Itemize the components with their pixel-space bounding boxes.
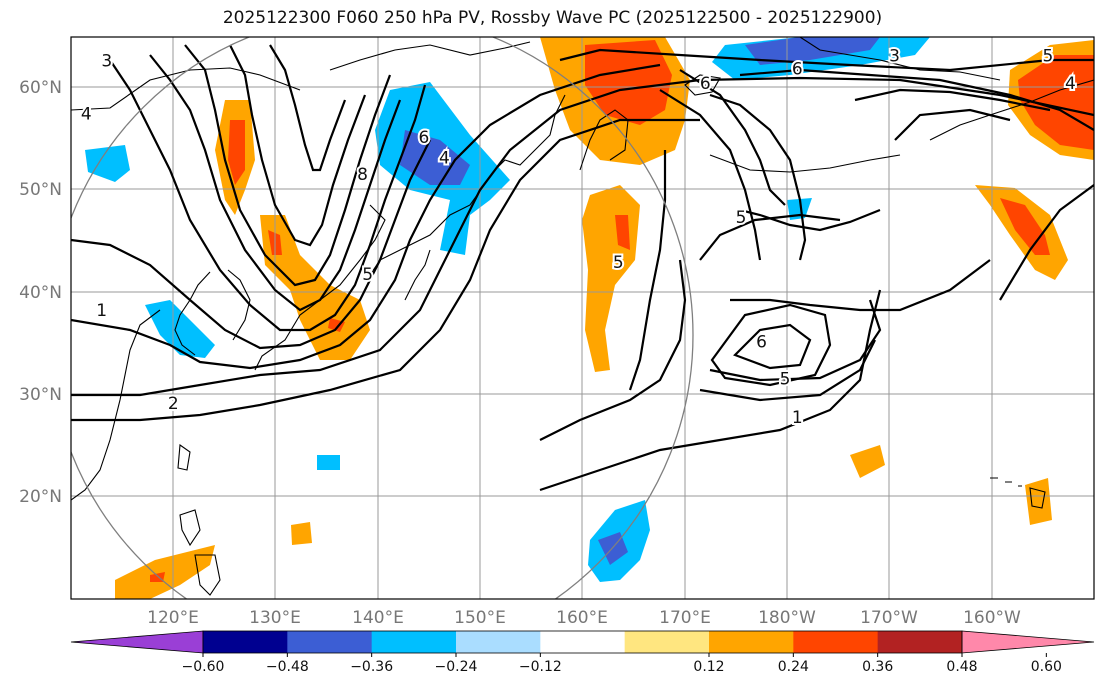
lat-axis: 60°N 50°N 40°N 30°N 20°N <box>19 78 62 507</box>
colorbar-tick-label: −0.24 <box>435 659 478 675</box>
colorbar-tick-label: 0.48 <box>946 659 977 675</box>
pv-positive-anomaly <box>228 120 245 185</box>
colorbar-tick-label: −0.12 <box>519 659 562 675</box>
colorbar-tick-label: 0.24 <box>778 659 809 675</box>
contour-label: 1 <box>96 301 107 321</box>
lon-tick-label: 130°E <box>249 608 301 628</box>
pv-negative-anomaly <box>745 37 880 65</box>
pv-negative-anomaly <box>598 532 628 565</box>
colorbar-segment <box>793 631 879 653</box>
lon-tick-label: 160°W <box>963 608 1021 628</box>
colorbar-segment <box>371 631 457 653</box>
contour-label: 1 <box>792 408 803 428</box>
lon-tick-label: 140°E <box>352 608 404 628</box>
contour-label: 5 <box>780 369 791 389</box>
pc-contours <box>71 44 1094 492</box>
lat-tick-label: 60°N <box>19 78 62 98</box>
colorbar-segment <box>203 631 288 653</box>
contour-label: 5 <box>362 265 373 285</box>
pv-negative-anomaly <box>85 145 130 182</box>
contour-label: 3 <box>889 46 900 66</box>
map-frame <box>70 36 1095 600</box>
pv-negative-anomaly <box>787 198 812 220</box>
lon-tick-label: 150°E <box>454 608 506 628</box>
pv-positive-anomaly <box>1025 478 1052 525</box>
contour-label: 6 <box>700 74 711 94</box>
pv-positive-anomaly <box>585 40 672 125</box>
colorbar: −0.60 −0.48 −0.36 −0.24 −0.12 0.12 0.24 0.36 0.4… <box>70 630 1095 675</box>
pv-positive-anomaly <box>291 522 312 545</box>
colorbar-segment <box>624 631 710 653</box>
colorbar-segment <box>540 631 626 653</box>
contour-label: 2 <box>168 394 179 414</box>
lon-axis: 120°E 130°E 140°E 150°E 160°E 170°E 180°… <box>147 608 1021 628</box>
contour-label: 4 <box>439 149 450 169</box>
contour-label: 5 <box>1043 46 1054 66</box>
colorbar-extend-max <box>961 630 1095 654</box>
pv-positive-anomaly <box>615 215 630 250</box>
colorbar-tick-label: −0.60 <box>182 659 225 675</box>
colorbar-extend-min <box>70 630 204 654</box>
colorbar-tick-label: 0.12 <box>693 659 724 675</box>
pv-negative-anomaly <box>400 130 470 185</box>
lon-tick-label: 170°E <box>659 608 711 628</box>
colorbar-segment <box>456 631 541 653</box>
graticule <box>71 37 1094 599</box>
contour-label: 8 <box>357 165 368 185</box>
contour-label: 6 <box>756 333 767 353</box>
contour-label: 4 <box>1065 74 1076 94</box>
colorbar-tick-label: 0.60 <box>1031 659 1062 675</box>
great-circle <box>71 37 694 599</box>
pv-positive-anomaly <box>1018 55 1094 150</box>
pv-positive-anomaly <box>850 445 885 478</box>
contour-label: 5 <box>736 208 747 228</box>
lon-tick-label: 120°E <box>147 608 199 628</box>
lat-tick-label: 40°N <box>19 283 62 303</box>
colorbar-tick-label: 0.36 <box>862 659 893 675</box>
lon-tick-label: 160°E <box>556 608 608 628</box>
colorbar-segment <box>709 631 794 653</box>
contour-label: 6 <box>419 128 430 148</box>
colorbar-segment <box>287 631 373 653</box>
contour-label: 6 <box>792 60 803 80</box>
contour-label: 5 <box>613 253 624 273</box>
colorbar-tick-label: −0.36 <box>350 659 393 675</box>
lat-tick-label: 30°N <box>19 385 62 405</box>
colorbar-frame <box>202 630 963 654</box>
chart-title: 2025122300 F060 250 hPa PV, Rossby Wave … <box>222 8 883 28</box>
contour-label: 3 <box>101 52 112 72</box>
lon-tick-label: 170°W <box>860 608 918 628</box>
lat-tick-label: 50°N <box>19 180 62 200</box>
lon-tick-label: 180°W <box>758 608 816 628</box>
colorbar-segment <box>877 631 963 653</box>
lat-tick-label: 20°N <box>19 487 62 507</box>
pv-negative-anomaly <box>145 300 215 358</box>
contour-label: 4 <box>81 105 92 125</box>
pv-negative-anomaly <box>317 455 340 470</box>
colorbar-tick-label: −0.48 <box>266 659 309 675</box>
